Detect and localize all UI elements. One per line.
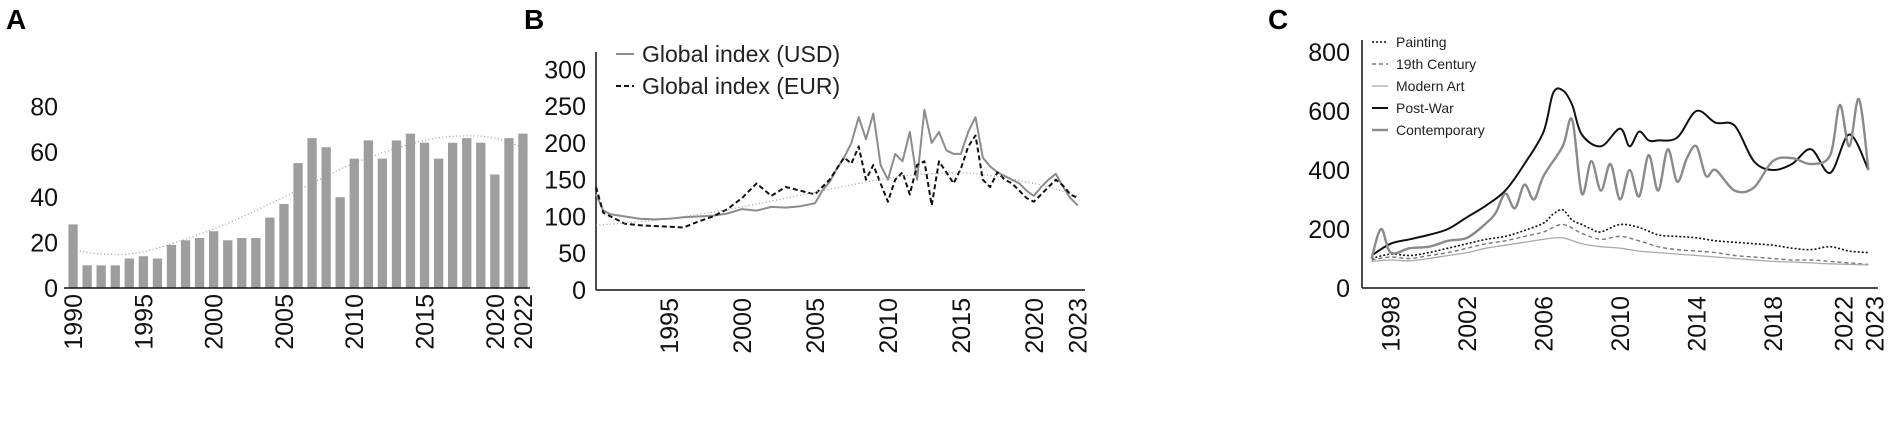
y-tick-label: 200: [544, 130, 586, 158]
bar: [152, 258, 163, 288]
x-tick-label: 2006: [1531, 296, 1559, 352]
y-tick-label: 200: [1308, 216, 1350, 244]
bar: [405, 133, 416, 288]
y-tick-label: 60: [30, 139, 58, 167]
bar: [138, 256, 148, 288]
legend-label: 19th Century: [1396, 56, 1476, 72]
bar: [391, 140, 402, 288]
x-tick-label: 1998: [1378, 296, 1406, 352]
bar: [251, 238, 261, 288]
x-tick-label: 2005: [802, 298, 830, 354]
bar: [448, 142, 458, 288]
bar: [518, 133, 528, 288]
bar: [124, 258, 134, 288]
bar: [194, 238, 205, 288]
bar: [180, 240, 191, 288]
y-tick-label: 0: [1336, 275, 1350, 303]
x-tick-label: 2023: [1861, 296, 1889, 352]
x-tick-label: 2020: [1021, 298, 1049, 354]
panel-label-a: A: [6, 4, 27, 35]
bar: [96, 265, 106, 288]
legend-label: Post-War: [1396, 100, 1454, 116]
y-tick-label: 40: [30, 184, 58, 212]
y-tick-label: 800: [1308, 39, 1350, 67]
bar: [419, 142, 430, 288]
x-tick-label: 2010: [341, 294, 369, 350]
bar: [476, 142, 486, 288]
trend-line: [595, 172, 1078, 226]
x-tick-label: 2005: [271, 294, 299, 350]
series-line-modern-art: [1371, 236, 1869, 266]
legend-label: Global index (EUR): [642, 73, 840, 99]
bar: [223, 240, 233, 288]
x-tick-label: 2015: [412, 294, 440, 350]
y-tick-label: 300: [544, 56, 586, 84]
y-tick-label: 20: [30, 230, 58, 258]
y-tick-label: 400: [1308, 157, 1350, 185]
x-tick-label: 2002: [1454, 296, 1482, 352]
x-tick-label: 2014: [1683, 296, 1711, 352]
panel-label-c: C: [1268, 4, 1289, 35]
bar: [265, 217, 275, 288]
bar: [68, 224, 78, 288]
y-tick-label: 600: [1308, 98, 1350, 126]
y-tick-label: 150: [544, 167, 586, 195]
bar: [321, 147, 331, 288]
chart-panel-a: A 0 20 40 60 80 1990 1995 2000 2005 2010 2015 2020 2…: [0, 0, 540, 425]
panel-label-b: B: [524, 4, 545, 35]
legend-label: Global index (USD): [642, 41, 840, 67]
x-tick-label: 2020: [482, 294, 510, 350]
x-tick-label: 2015: [948, 298, 976, 354]
bar: [82, 265, 92, 288]
y-tick-label: 250: [544, 93, 586, 121]
bar: [209, 231, 219, 288]
x-tick-label: 2000: [201, 294, 229, 350]
bar: [293, 163, 303, 288]
line-chart-b: 0 50 100 150 200 250 300 1995 2000 2005 2010 2015 20…: [544, 41, 1093, 354]
series-line-eur: [595, 134, 1079, 229]
x-tick-label: 2010: [875, 298, 903, 354]
series-line-contemporary: [1370, 97, 1870, 259]
bar: [110, 265, 120, 288]
y-tick-label: 80: [30, 93, 58, 121]
bar: [279, 204, 289, 288]
bar: [335, 197, 345, 288]
y-tick-label: 50: [558, 240, 586, 268]
bar: [166, 244, 177, 288]
x-tick-label: 1990: [60, 294, 88, 350]
x-tick-label: 2022: [1830, 296, 1858, 352]
x-tick-label: 2022: [510, 294, 538, 350]
bar: [434, 158, 444, 288]
series-line-painting: [1371, 208, 1869, 260]
bar: [462, 138, 472, 288]
bar: [349, 158, 359, 288]
y-tick-label: 0: [44, 275, 58, 303]
series-line-post-war: [1371, 87, 1870, 257]
x-tick-label: 2010: [1607, 296, 1635, 352]
bar: [307, 138, 317, 288]
legend-label: Modern Art: [1396, 78, 1465, 94]
line-chart-c: 0 200 400 600 800 1998 2002 2006 2010 2014 2018 202…: [1308, 34, 1889, 352]
bar: [490, 174, 500, 288]
bar: [504, 138, 514, 288]
bar: [377, 158, 387, 288]
y-tick-label: 100: [544, 203, 586, 231]
series-line-usd: [595, 108, 1079, 221]
bar: [363, 140, 373, 288]
x-tick-label: 2018: [1760, 296, 1788, 352]
bar-chart-a: 0 20 40 60 80 1990 1995 2000 2005 2010 2015 2020 202…: [30, 93, 538, 350]
legend-label: Painting: [1396, 34, 1447, 50]
y-tick-label: 0: [572, 277, 586, 305]
x-tick-label: 2023: [1065, 298, 1093, 354]
x-tick-label: 1995: [656, 298, 684, 354]
bar: [237, 238, 247, 288]
chart-panel-b: B 0 50 100 150 200 250 300 1995 2000 2005 2010 2015…: [524, 0, 1310, 425]
legend-label: Contemporary: [1396, 122, 1485, 138]
chart-panel-c: C 0 200 400 600 800 1998 2002 2006 2010 2014 2018 2…: [1268, 0, 1901, 425]
x-tick-label: 1995: [130, 294, 158, 350]
x-tick-label: 2000: [729, 298, 757, 354]
